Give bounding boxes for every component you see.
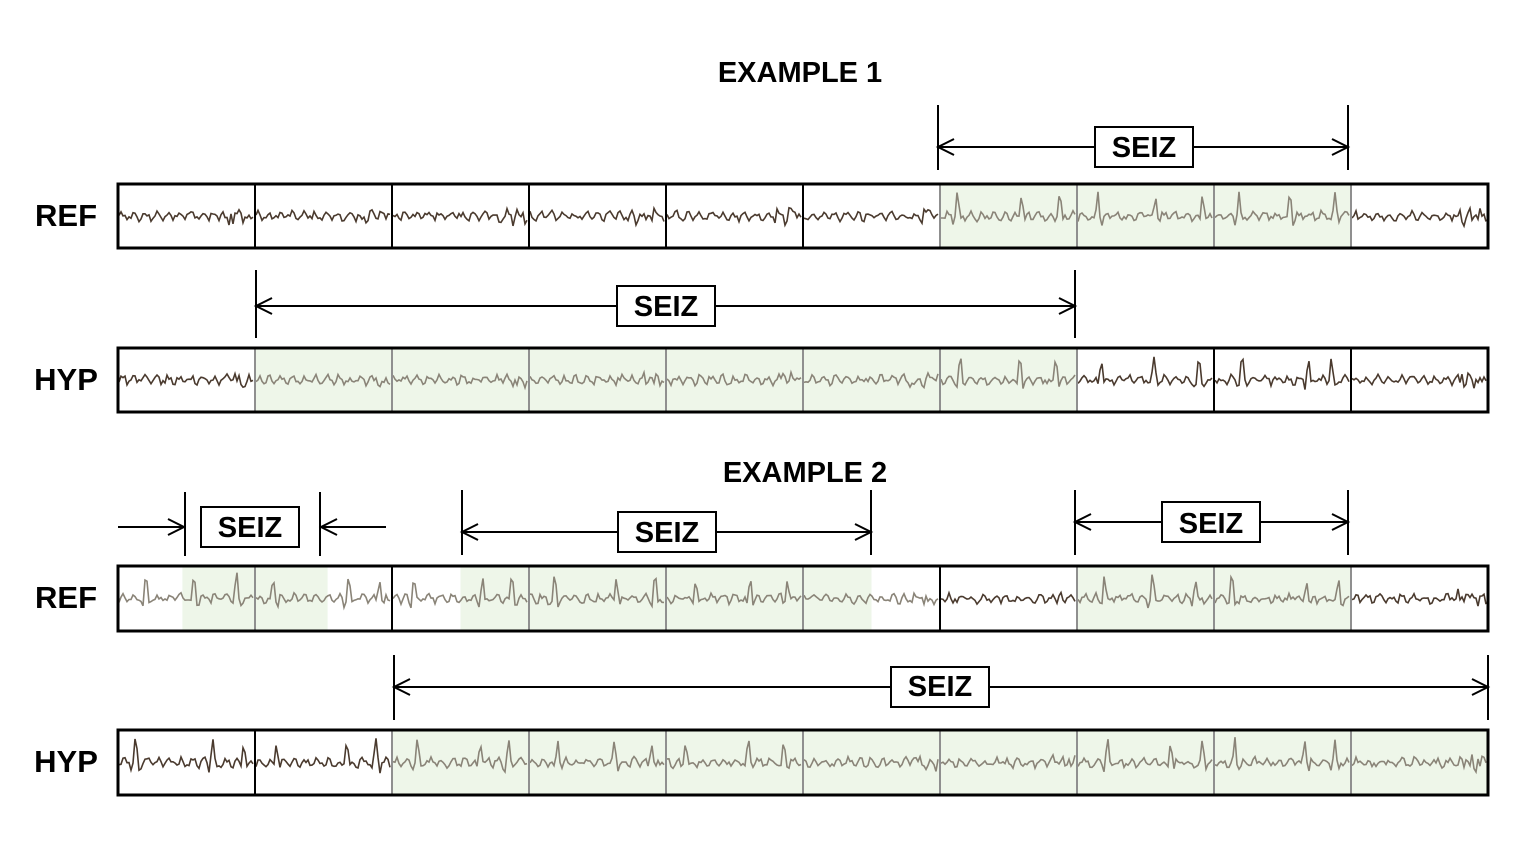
eeg-signal-2-9 [1351,588,1487,607]
eeg-signal-3-4 [666,740,802,770]
ex2-ref-seiz-2-label-box [617,511,717,553]
ex1-ref-seiz-arrow-left [935,138,955,156]
eeg-signal-3-5 [803,754,939,772]
eeg-signal-0-1 [255,208,391,225]
eeg-signal-0-3 [529,205,665,228]
shaded-region-1-2 [529,348,666,412]
eeg-signal-2-4 [666,581,802,607]
timeline-frame-1 [116,346,1490,414]
eeg-signal-1-3 [529,369,665,389]
eeg-signal-3-8 [1214,737,1350,772]
eeg-signal-0-0 [118,208,254,226]
eeg-signal-0-4 [666,206,802,228]
ex1-hyp-seiz-arrow-right [1058,297,1078,315]
ex2-ref-seiz-3-label-box [1161,501,1261,543]
timeline-frame-2 [116,564,1490,633]
eeg-signal-1-5 [803,371,939,390]
eeg-signal-0-7 [1077,191,1213,226]
eeg-signal-1-9 [1351,371,1487,389]
eeg-signal-2-8 [1214,574,1350,607]
eeg-signal-2-2 [392,577,528,609]
ex2-ref-seiz-1-arrow-right [318,518,338,536]
eeg-signal-2-0 [118,572,254,608]
ex2-ref-seiz-2-arrow-left [459,523,479,541]
eeg-signal-3-0 [118,738,254,774]
example-1-title: EXAMPLE 1 [718,57,882,89]
eeg-signal-2-3 [529,576,665,609]
eeg-signal-3-1 [255,738,391,774]
example-2-title: EXAMPLE 2 [723,457,887,489]
eeg-signal-2-6 [940,590,1076,606]
eeg-signal-2-5 [803,591,939,608]
timeline-frame-3 [116,728,1490,797]
eeg-signal-3-9 [1351,754,1487,775]
ex2-ref-seiz-1-label-box [200,506,300,548]
ex1-hyp-label: HYP [34,362,98,397]
ex1-ref-seiz-arrow-right [1331,138,1351,156]
eeg-signal-3-7 [1077,739,1213,773]
ex2-ref-seiz-2-arrow-right [854,523,874,541]
ex2-hyp-seiz-label-box [890,666,990,708]
eeg-signal-1-7 [1077,356,1213,388]
eeg-signal-1-2 [392,372,528,391]
eeg-signal-1-6 [940,358,1076,390]
eeg-signal-2-7 [1077,574,1213,609]
ex2-hyp-seiz-arrow-left [391,678,411,696]
shaded-region-0-2 [1214,184,1351,248]
ex2-hyp-label: HYP [34,744,98,779]
ex2-ref-label: REF [35,580,97,615]
eeg-signal-1-8 [1214,357,1350,390]
ex1-hyp-seiz-label-box [616,285,716,327]
eeg-signal-0-9 [1351,205,1487,229]
ex2-ref-seiz-1-arrow-left [167,518,187,536]
ex1-ref-label: REF [35,198,97,233]
shaded-region-1-5 [940,348,1077,412]
ex1-hyp-seiz-arrow-left [253,297,273,315]
ex2-ref-seiz-3-arrow-left [1072,513,1092,531]
eeg-signal-3-6 [940,752,1076,771]
timeline-frame-0 [116,182,1490,250]
eeg-signal-1-1 [255,372,391,388]
ex2-ref-seiz-label-2: SEIZ [635,517,699,549]
ex1-hyp-seiz-label: SEIZ [634,291,698,323]
eeg-signal-3-3 [529,740,665,772]
eeg-signal-0-8 [1214,191,1350,226]
eeg-signal-0-6 [941,192,1076,225]
ex1-ref-seiz-label-box [1094,126,1194,168]
ex1-ref-seiz-label: SEIZ [1112,132,1176,164]
ex2-hyp-seiz-label: SEIZ [908,671,972,703]
ex2-ref-seiz-3-arrow-right [1331,513,1351,531]
shaded-region-1-4 [803,348,940,412]
eeg-signal-3-2 [392,739,528,775]
ex2-hyp-seiz-arrow-right [1471,678,1491,696]
ex2-ref-seiz-label-3: SEIZ [1179,508,1243,540]
eeg-signal-2-1 [255,578,391,611]
ex2-ref-seiz-label-1: SEIZ [218,512,282,544]
eeg-signal-0-5 [803,207,939,226]
eeg-signal-1-4 [666,369,802,388]
eeg-signal-1-0 [118,371,254,389]
eeg-signal-0-2 [392,206,528,227]
